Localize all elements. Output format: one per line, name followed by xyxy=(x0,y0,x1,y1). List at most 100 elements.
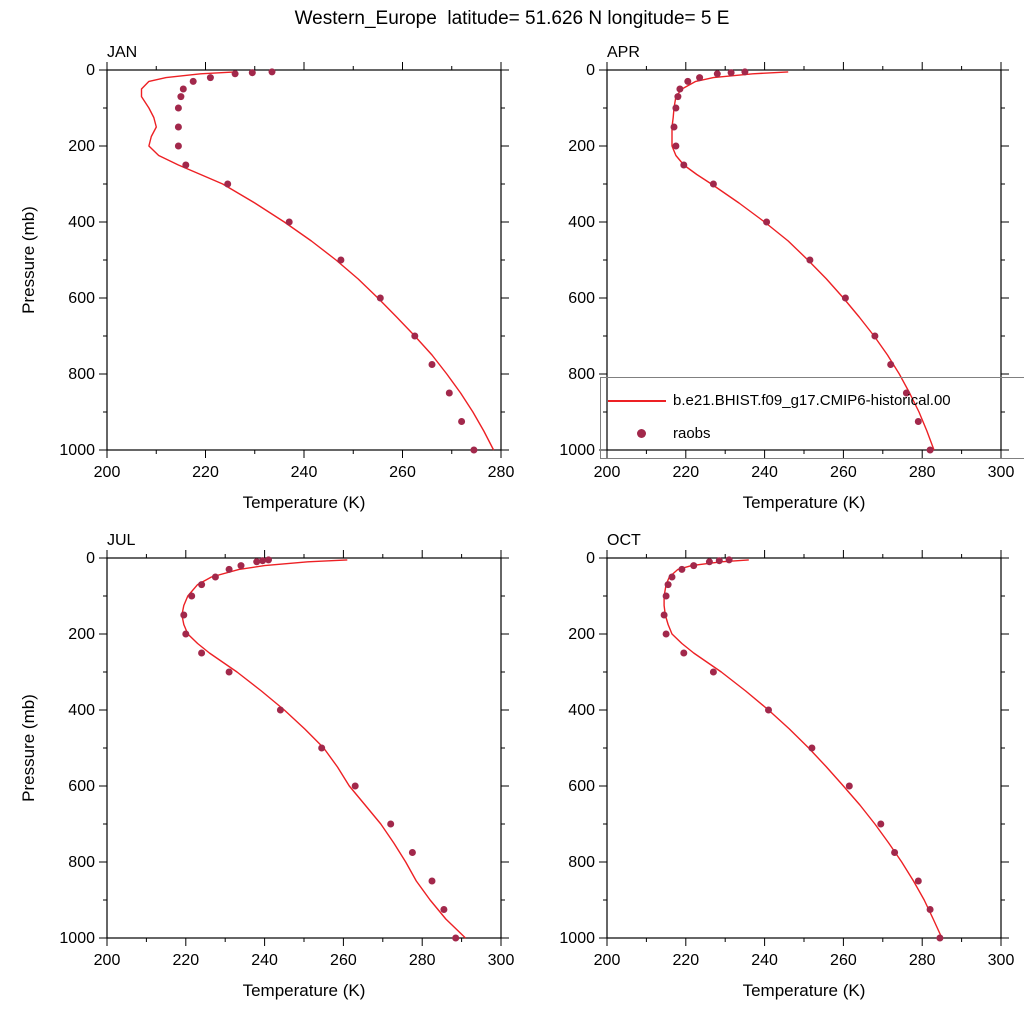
raobs-dot xyxy=(672,104,680,112)
panel-apr-plot: 200 220 240 260 280 300 0 200 400 600 800 1000 xyxy=(559,62,1015,481)
raobs-dot xyxy=(664,581,672,589)
raobs-dot xyxy=(268,68,276,76)
raobs-dot xyxy=(662,592,670,600)
x-tick-label: 300 xyxy=(488,952,515,969)
raobs-dot xyxy=(660,611,668,619)
y-tick-label: 600 xyxy=(568,778,595,795)
raobs-dot xyxy=(177,93,185,101)
y-tick-label: 800 xyxy=(68,366,95,383)
raobs-dot xyxy=(690,562,698,570)
panel-jan-plot: 200 220 240 260 280 0 200 400 600 800 1000 xyxy=(59,62,515,481)
raobs-dot xyxy=(845,782,853,790)
raobs-dot xyxy=(231,70,239,78)
raobs-dot xyxy=(458,418,466,425)
raobs-dot xyxy=(871,332,879,340)
raobs-dot xyxy=(877,820,885,828)
raobs-dot xyxy=(808,744,816,752)
x-tick-label: 260 xyxy=(830,952,857,969)
x-tick-label: 220 xyxy=(192,464,219,481)
x-tick-label: 300 xyxy=(988,464,1015,481)
raobs-dot xyxy=(926,446,934,454)
panel-title-apr: APR xyxy=(607,44,640,61)
raobs-dot xyxy=(887,361,895,368)
raobs-dot xyxy=(265,556,272,564)
model-line xyxy=(140,71,495,451)
x-tick-label: 280 xyxy=(409,952,436,969)
raobs-dot xyxy=(182,630,190,638)
y-tick-label: 800 xyxy=(568,366,595,383)
x-tick-label: 220 xyxy=(672,464,699,481)
raobs-dot xyxy=(676,85,684,93)
raobs-dot xyxy=(445,389,453,397)
x-tick-label: 280 xyxy=(488,464,515,481)
raobs-dot xyxy=(189,77,197,85)
x-tick-label: 200 xyxy=(94,464,121,481)
raobs-dot xyxy=(387,820,395,828)
x-tick-label: 200 xyxy=(94,952,121,969)
plot-frame xyxy=(106,557,502,939)
raobs-dot xyxy=(680,649,688,657)
x-tick-label: 200 xyxy=(594,464,621,481)
raobs-dot xyxy=(727,69,735,77)
y-tick-label: 0 xyxy=(86,62,95,79)
y-tick-label: 600 xyxy=(68,290,95,307)
raobs-dot xyxy=(198,649,206,657)
model-line xyxy=(663,559,943,939)
y-tick-label: 600 xyxy=(68,778,95,795)
y-tick-label: 200 xyxy=(68,626,95,643)
raobs-dot xyxy=(668,573,676,581)
panel-jul-plot: 200 220 240 260 280 300 0 200 400 600 800 1000 xyxy=(59,550,515,969)
panel-title-jan: JAN xyxy=(107,44,138,61)
x-tick-label: 280 xyxy=(909,464,936,481)
raobs-dot xyxy=(678,565,686,573)
raobs-dot xyxy=(680,161,688,169)
y-axis-title-jan: Pressure (mb) xyxy=(19,206,38,314)
raobs-dot xyxy=(179,85,187,93)
raobs-dot xyxy=(211,573,219,581)
raobs-dot xyxy=(285,218,293,226)
raobs-dot xyxy=(705,558,713,566)
x-axis-title-jan: Temperature (K) xyxy=(242,493,366,512)
raobs-dot xyxy=(206,74,214,82)
raobs-dot xyxy=(914,418,922,425)
y-tick-label: 400 xyxy=(68,702,95,719)
raobs-dot xyxy=(674,93,682,101)
raobs-dot xyxy=(174,123,182,131)
y-tick-label: 600 xyxy=(568,290,595,307)
raobs-dot xyxy=(806,256,814,264)
raobs-dot xyxy=(914,877,922,885)
x-axis-title-oct: Temperature (K) xyxy=(742,981,866,1000)
raobs-dot xyxy=(713,70,721,78)
y-tick-label: 400 xyxy=(68,214,95,231)
y-tick-label: 200 xyxy=(568,138,595,155)
raobs-dot xyxy=(696,74,704,82)
y-tick-label: 800 xyxy=(568,854,595,871)
x-tick-label: 240 xyxy=(251,952,278,969)
y-tick-label: 0 xyxy=(586,62,595,79)
raobs-dot xyxy=(225,668,233,676)
raobs-dot xyxy=(841,294,849,302)
raobs-dot xyxy=(337,256,345,264)
panel-oct-plot: 200 220 240 260 280 300 0 200 400 600 800 1000 xyxy=(559,550,1014,969)
raobs-dot xyxy=(174,104,182,112)
y-tick-label: 200 xyxy=(68,138,95,155)
panel-title-oct: OCT xyxy=(607,532,641,549)
raobs-dot xyxy=(237,562,245,570)
y-tick-label: 1000 xyxy=(559,442,595,459)
raobs-dot xyxy=(452,934,460,942)
x-tick-label: 280 xyxy=(909,952,936,969)
raobs-dot xyxy=(428,361,436,368)
y-tick-label: 400 xyxy=(568,214,595,231)
y-tick-label: 0 xyxy=(86,550,95,567)
raobs-dot xyxy=(188,592,196,600)
raobs-dot xyxy=(225,565,233,573)
raobs-dot xyxy=(351,782,359,790)
x-axis-title-apr: Temperature (K) xyxy=(742,493,866,512)
raobs-dot xyxy=(741,68,749,76)
raobs-dot xyxy=(725,556,733,564)
legend-model-line-sample xyxy=(608,400,666,402)
raobs-dot xyxy=(765,706,772,714)
x-tick-label: 200 xyxy=(594,952,621,969)
x-tick-label: 240 xyxy=(751,464,778,481)
raobs-dot xyxy=(428,877,436,885)
